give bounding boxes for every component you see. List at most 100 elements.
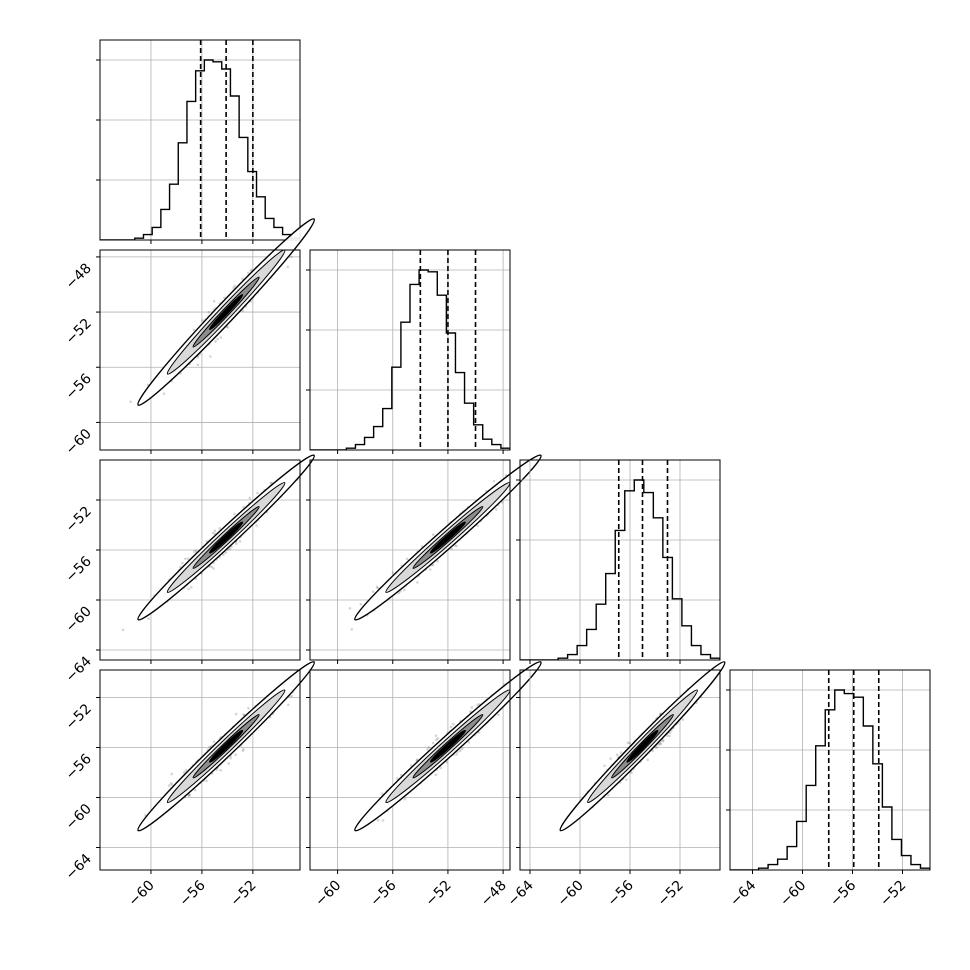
scatter-point [192,328,196,332]
scatter-point [434,773,438,777]
histogram-bin [410,284,419,450]
contour-level-4 [209,729,244,763]
scatter-point [187,794,191,798]
scatter-point [431,533,435,536]
y-tick-label: −56 [63,371,95,403]
panel-1-0: −48 −52 −56 −60 [63,218,316,458]
histogram-bin [644,493,654,660]
scatter-point [227,762,230,765]
scatter-point [207,310,211,314]
scatter-point [416,581,419,584]
scatter-point [434,734,438,737]
histogram-bin [401,322,410,450]
histogram-bin [257,197,266,240]
panel-frame [99,249,301,451]
panel-0-0 [96,39,301,244]
x-tick-label: −60 [777,878,809,910]
scatter-point [375,585,379,589]
scatter-point [426,748,429,751]
histogram-line [100,59,300,240]
histogram-bin [835,690,845,870]
panel-frame [519,459,721,661]
panel-2-1 [306,454,542,664]
histogram-bin [437,295,446,450]
scatter-point [515,672,518,675]
scatter-point [350,627,354,631]
scatter-point [234,712,238,716]
scatter-point [655,745,659,749]
histogram-line [310,269,510,450]
scatter-point [184,557,187,561]
histogram-bin [787,847,797,870]
scatter-point [405,557,409,561]
histogram-bin [863,726,873,870]
histogram-bin [374,427,383,450]
histogram-bin [492,445,501,450]
histogram-bin [797,821,807,870]
scatter-point [625,778,628,781]
scatter-point [186,557,190,561]
scatter-point [615,753,619,757]
scatter-point [428,568,432,571]
scatter-point [376,586,379,590]
histogram-bin [274,227,283,240]
histogram-bin [455,373,464,450]
scatter-point [226,325,230,329]
scatter-point [654,746,657,749]
scatter-point [668,734,671,738]
histogram-bin [854,697,864,870]
histogram-bin [577,646,587,660]
histogram-bin [383,409,392,450]
histogram-bin [239,137,248,240]
scatter-point [256,491,259,495]
scatter-point [436,559,439,563]
panel-frame [309,669,511,871]
panel-frame [99,459,301,661]
histogram-bin [483,439,492,450]
y-tick-label: −56 [63,553,95,585]
histogram-bin [392,367,401,450]
histogram-bin [355,445,364,450]
histogram-bin [568,655,578,660]
scatter-point [439,766,443,770]
y-tick-label: −64 [63,851,95,883]
scatter-point [451,722,455,726]
scatter-point [603,764,606,768]
scatter-point [359,602,363,606]
scatter-point [219,336,223,339]
scatter-point [315,667,318,670]
scatter-point [431,741,435,745]
scatter-point [449,725,453,729]
histogram-bin [682,626,692,660]
x-tick-label: −56 [367,877,399,909]
scatter-point [228,547,232,551]
contour-level-4 [626,729,659,763]
panel-frame [99,669,301,871]
scatter-point [241,309,245,313]
y-tick-label: −52 [63,701,95,733]
scatter-point [646,758,649,762]
scatter-point [162,392,166,395]
scatter-point [121,628,125,632]
x-tick-label: −52 [423,878,455,910]
scatter-point [470,706,474,709]
histogram-bin [365,437,374,450]
scatter-point [399,773,403,777]
scatter-point [445,760,449,764]
scatter-point [455,753,458,756]
scatter-point [500,501,504,504]
contour-level-4 [209,294,244,331]
scatter-point [224,551,228,554]
scatter-point [497,713,500,717]
scatter-point [241,277,244,280]
scatter-point [455,544,458,548]
scatter-point [219,768,222,772]
scatter-point [233,512,236,516]
histogram-bin [178,143,187,240]
x-tick-label: −60 [555,878,587,910]
scatter-point [469,710,472,713]
scatter-point [167,784,171,787]
x-tick-label: −56 [827,877,859,909]
contour-level-4 [429,521,466,554]
